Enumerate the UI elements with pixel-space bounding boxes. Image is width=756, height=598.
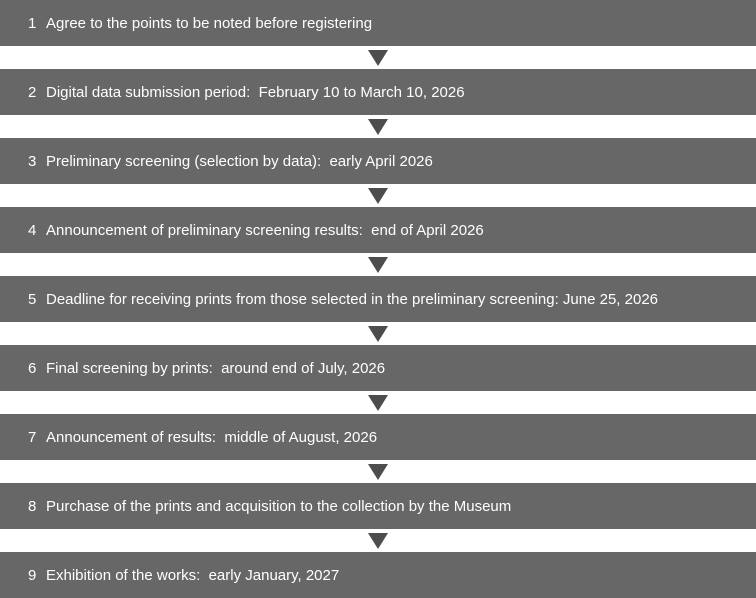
step-number: 7: [28, 428, 37, 446]
flow-step-bar: 1 Agree to the points to be noted before…: [0, 0, 756, 46]
flow-step-bar: 6 Final screening by prints: around end …: [0, 345, 756, 391]
step-number: 1: [28, 14, 37, 32]
step-number: 9: [28, 566, 37, 584]
step-label: Announcement of preliminary screening re…: [46, 221, 484, 239]
step-label: Digital data submission period: February…: [46, 83, 465, 101]
arrow-down-icon: [368, 325, 388, 342]
flow-step-bar: 2 Digital data submission period: Februa…: [0, 69, 756, 115]
arrow-down-icon: [368, 463, 388, 480]
step-label: Exhibition of the works: early January, …: [46, 566, 340, 584]
step-number: 8: [28, 497, 37, 515]
arrow-row: [0, 115, 756, 138]
flow-step-bar: 5 Deadline for receiving prints from tho…: [0, 276, 756, 322]
arrow-down-icon: [368, 256, 388, 273]
arrow-down-icon: [368, 394, 388, 411]
step-number: 5: [28, 290, 37, 308]
step-number: 6: [28, 359, 37, 377]
arrow-down-icon: [368, 532, 388, 549]
step-label: Preliminary screening (selection by data…: [46, 152, 433, 170]
flow-step-bar: 9 Exhibition of the works: early January…: [0, 552, 756, 598]
arrow-row: [0, 460, 756, 483]
arrow-row: [0, 391, 756, 414]
arrow-row: [0, 529, 756, 552]
step-number: 3: [28, 152, 37, 170]
step-number: 4: [28, 221, 37, 239]
step-label: Purchase of the prints and acquisition t…: [46, 497, 512, 515]
arrow-row: [0, 46, 756, 69]
step-label: Announcement of results: middle of Augus…: [46, 428, 378, 446]
step-label: Deadline for receiving prints from those…: [46, 290, 658, 308]
flow-step-bar: 8 Purchase of the prints and acquisition…: [0, 483, 756, 529]
step-label: Agree to the points to be noted before r…: [46, 14, 373, 32]
flow-step-bar: 3 Preliminary screening (selection by da…: [0, 138, 756, 184]
step-label: Final screening by prints: around end of…: [46, 359, 386, 377]
arrow-row: [0, 253, 756, 276]
arrow-row: [0, 322, 756, 345]
arrow-row: [0, 184, 756, 207]
flow-step-bar: 4 Announcement of preliminary screening …: [0, 207, 756, 253]
flow-step-bar: 7 Announcement of results: middle of Aug…: [0, 414, 756, 460]
arrow-down-icon: [368, 118, 388, 135]
arrow-down-icon: [368, 187, 388, 204]
arrow-down-icon: [368, 49, 388, 66]
step-number: 2: [28, 83, 37, 101]
